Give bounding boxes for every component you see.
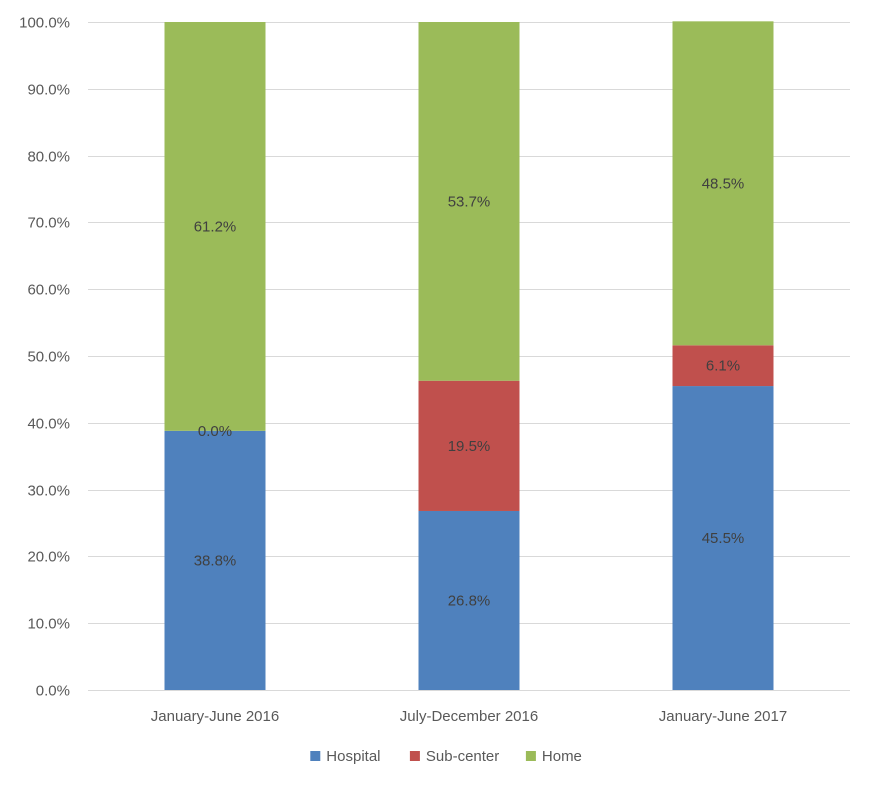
bar-segment-hospital <box>672 386 774 690</box>
bar-segment-sub-center <box>672 345 774 387</box>
data-labels: 38.8% 0.0% 61.2% 26.8% 19.5% 53.7% 45.5% 6.1% 48… <box>194 175 745 609</box>
y-tick-label: 70.0% <box>27 215 70 232</box>
legend-label: Hospital <box>326 748 380 765</box>
data-label: 19.5% <box>448 438 491 455</box>
bar-segment-hospital <box>164 430 266 690</box>
data-label: 48.5% <box>702 175 745 192</box>
bar-segment-hospital <box>418 510 520 690</box>
bar-segment-home <box>164 22 266 431</box>
bar-segment-home <box>418 22 520 381</box>
y-tick-label: 0.0% <box>36 683 70 700</box>
data-label: 0.0% <box>198 423 232 440</box>
y-tick-label: 30.0% <box>27 483 70 500</box>
x-axis-tick-labels: January-June 2016 July-December 2016 Janua… <box>151 708 787 725</box>
data-label: 26.8% <box>448 592 491 609</box>
x-tick-label: January-June 2016 <box>151 708 279 725</box>
x-tick-label: January-June 2017 <box>659 708 787 725</box>
legend: Hospital Sub-center Home <box>310 748 582 765</box>
data-label: 53.7% <box>448 193 491 210</box>
data-label: 61.2% <box>194 218 237 235</box>
data-label: 38.8% <box>194 552 237 569</box>
x-tick-label: July-December 2016 <box>400 708 538 725</box>
legend-swatch <box>525 751 536 761</box>
legend-swatch <box>310 751 321 761</box>
legend-item-sub-center: Sub-center <box>409 748 499 765</box>
data-label: 6.1% <box>706 358 740 375</box>
bar-segment-home <box>672 21 774 346</box>
legend-label: Sub-center <box>426 748 499 765</box>
y-axis-tick-labels: 0.0% 10.0% 20.0% 30.0% 40.0% 50.0% 60.0% 70.0% 8… <box>19 15 70 700</box>
y-tick-label: 20.0% <box>27 549 70 566</box>
y-tick-label: 10.0% <box>27 616 70 633</box>
bars <box>164 21 774 690</box>
legend-label: Home <box>542 748 582 765</box>
legend-swatch <box>409 751 420 761</box>
y-tick-label: 60.0% <box>27 282 70 299</box>
y-tick-label: 100.0% <box>19 15 70 32</box>
data-label: 45.5% <box>702 530 745 547</box>
y-tick-label: 80.0% <box>27 149 70 166</box>
y-tick-label: 90.0% <box>27 82 70 99</box>
bar-segment-sub-center <box>418 380 520 511</box>
y-tick-label: 40.0% <box>27 416 70 433</box>
legend-item-home: Home <box>525 748 582 765</box>
legend-item-hospital: Hospital <box>310 748 381 765</box>
y-tick-label: 50.0% <box>27 349 70 366</box>
